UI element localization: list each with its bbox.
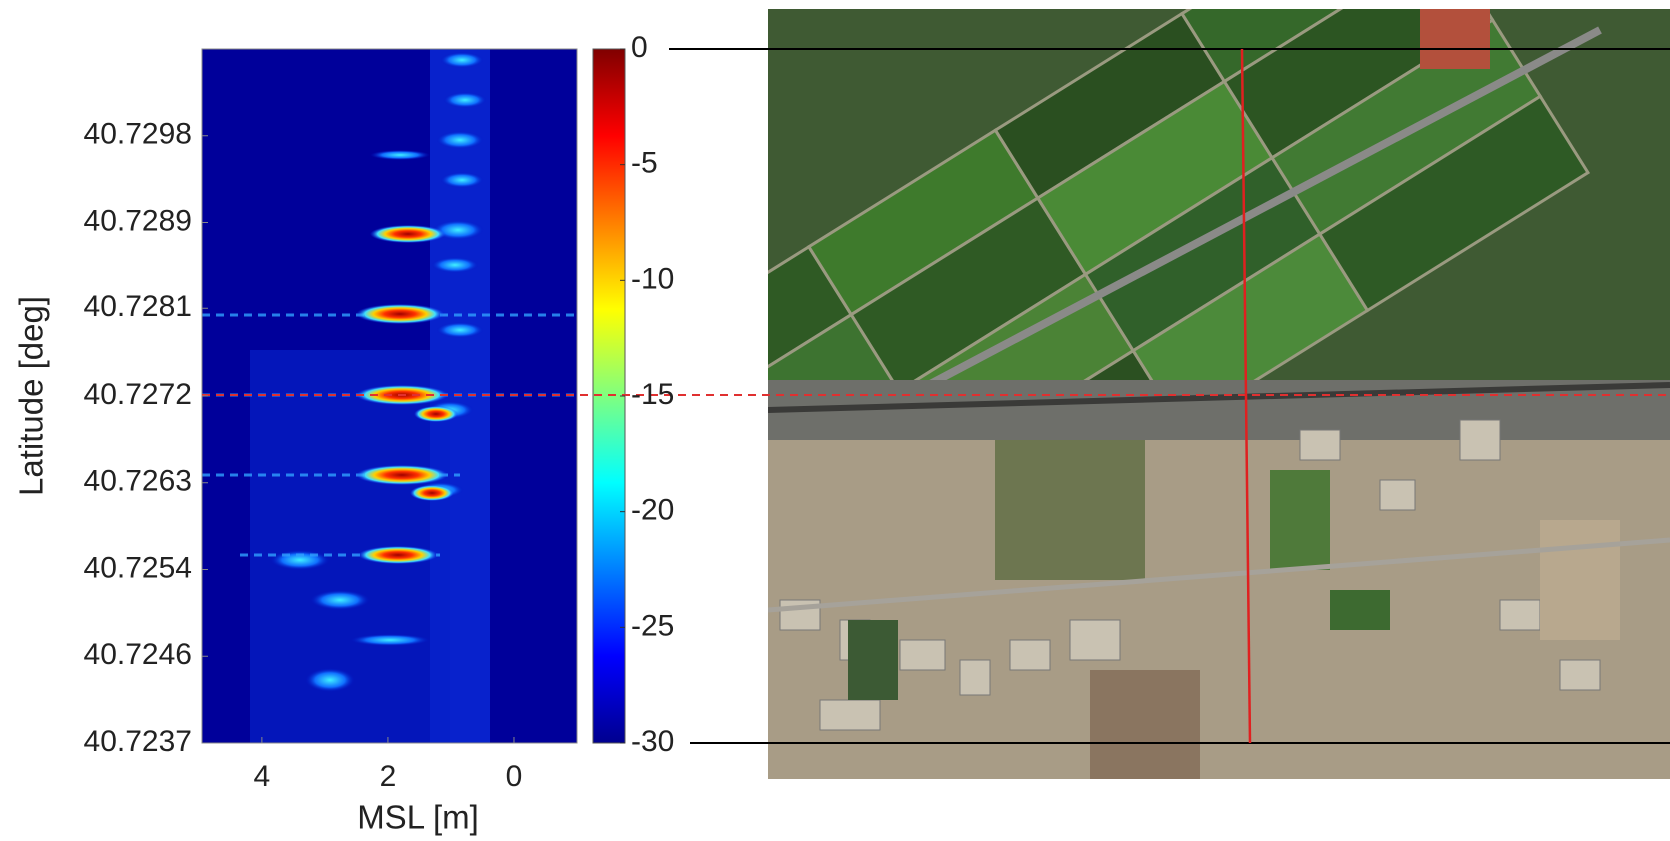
y-tick-label: 40.7237 bbox=[84, 725, 192, 758]
colorbar-tick-label: -20 bbox=[631, 494, 674, 527]
colorbar-tick-label: 0 bbox=[631, 31, 648, 64]
y-tick-label: 40.7263 bbox=[84, 465, 192, 498]
y-tick-label: 40.7289 bbox=[84, 204, 192, 237]
y-tick-label: 40.7246 bbox=[84, 638, 192, 671]
colorbar-tick-label: -10 bbox=[631, 262, 674, 295]
colorbar-tick-label: -25 bbox=[631, 609, 674, 642]
y-tick-label: 40.7281 bbox=[84, 290, 192, 323]
aerial-photo bbox=[622, 0, 1670, 779]
x-tick-label: 0 bbox=[506, 760, 523, 793]
figure: MSL [m] Latitude [deg] 40.7237 40.7246 40.… bbox=[0, 0, 1670, 841]
x-axis-label: MSL [m] bbox=[357, 799, 479, 836]
colorbar-tick-label: -30 bbox=[631, 725, 674, 758]
y-tick-label: 40.7298 bbox=[84, 118, 192, 151]
x-tick-label: 2 bbox=[380, 760, 397, 793]
x-tick-label: 4 bbox=[254, 760, 271, 793]
colorbar-tick-label: -5 bbox=[631, 147, 658, 180]
y-axis-label: Latitude [deg] bbox=[13, 296, 50, 496]
y-tick-label: 40.7272 bbox=[84, 378, 192, 411]
y-tick-label: 40.7254 bbox=[84, 551, 192, 584]
colorbar-tick-label: -15 bbox=[631, 378, 674, 411]
